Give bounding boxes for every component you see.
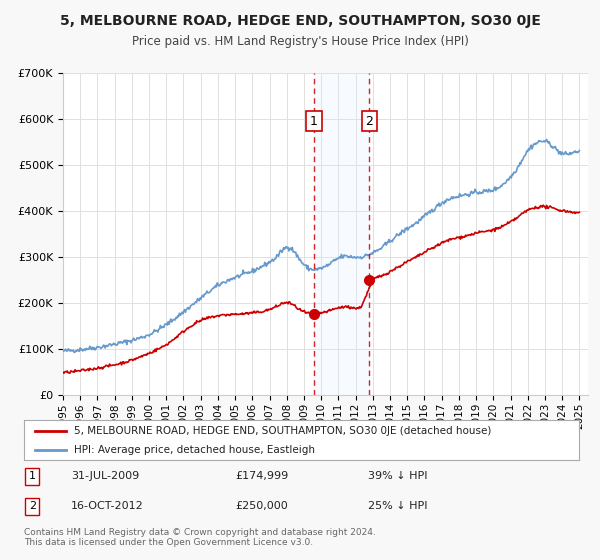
Text: HPI: Average price, detached house, Eastleigh: HPI: Average price, detached house, East… [74,445,315,455]
Text: 1: 1 [29,472,36,482]
Text: 39% ↓ HPI: 39% ↓ HPI [368,472,428,482]
Text: 1: 1 [310,115,318,128]
Text: £174,999: £174,999 [235,472,288,482]
Text: 25% ↓ HPI: 25% ↓ HPI [368,501,428,511]
Bar [314,73,369,395]
Text: 2: 2 [365,115,373,128]
Text: 16-OCT-2012: 16-OCT-2012 [71,501,144,511]
Text: Price paid vs. HM Land Registry's House Price Index (HPI): Price paid vs. HM Land Registry's House … [131,35,469,48]
Text: 5, MELBOURNE ROAD, HEDGE END, SOUTHAMPTON, SO30 0JE (detached house): 5, MELBOURNE ROAD, HEDGE END, SOUTHAMPTO… [74,426,491,436]
Text: Contains HM Land Registry data © Crown copyright and database right 2024.
This d: Contains HM Land Registry data © Crown c… [24,528,376,547]
Text: 5, MELBOURNE ROAD, HEDGE END, SOUTHAMPTON, SO30 0JE: 5, MELBOURNE ROAD, HEDGE END, SOUTHAMPTO… [59,14,541,28]
Text: 2: 2 [29,501,36,511]
Text: £250,000: £250,000 [235,501,287,511]
Text: 31-JUL-2009: 31-JUL-2009 [71,472,139,482]
